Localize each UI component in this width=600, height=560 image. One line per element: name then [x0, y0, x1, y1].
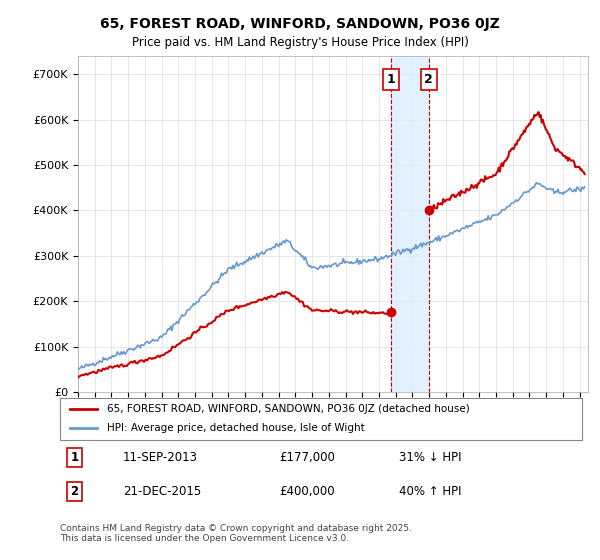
Text: 2: 2 [424, 73, 433, 86]
Text: 31% ↓ HPI: 31% ↓ HPI [400, 451, 462, 464]
Text: 1: 1 [386, 73, 395, 86]
Text: Price paid vs. HM Land Registry's House Price Index (HPI): Price paid vs. HM Land Registry's House … [131, 36, 469, 49]
Text: 1: 1 [70, 451, 79, 464]
Text: HPI: Average price, detached house, Isle of Wight: HPI: Average price, detached house, Isle… [107, 423, 365, 433]
Text: 65, FOREST ROAD, WINFORD, SANDOWN, PO36 0JZ (detached house): 65, FOREST ROAD, WINFORD, SANDOWN, PO36 … [107, 404, 470, 414]
Text: £400,000: £400,000 [279, 485, 335, 498]
Text: 21-DEC-2015: 21-DEC-2015 [122, 485, 201, 498]
Text: 65, FOREST ROAD, WINFORD, SANDOWN, PO36 0JZ: 65, FOREST ROAD, WINFORD, SANDOWN, PO36 … [100, 17, 500, 31]
Text: 2: 2 [70, 485, 79, 498]
Bar [391, 56, 428, 392]
Text: £177,000: £177,000 [279, 451, 335, 464]
Text: 11-SEP-2013: 11-SEP-2013 [122, 451, 197, 464]
Text: Contains HM Land Registry data © Crown copyright and database right 2025.
This d: Contains HM Land Registry data © Crown c… [60, 524, 412, 543]
Text: 40% ↑ HPI: 40% ↑ HPI [400, 485, 462, 498]
